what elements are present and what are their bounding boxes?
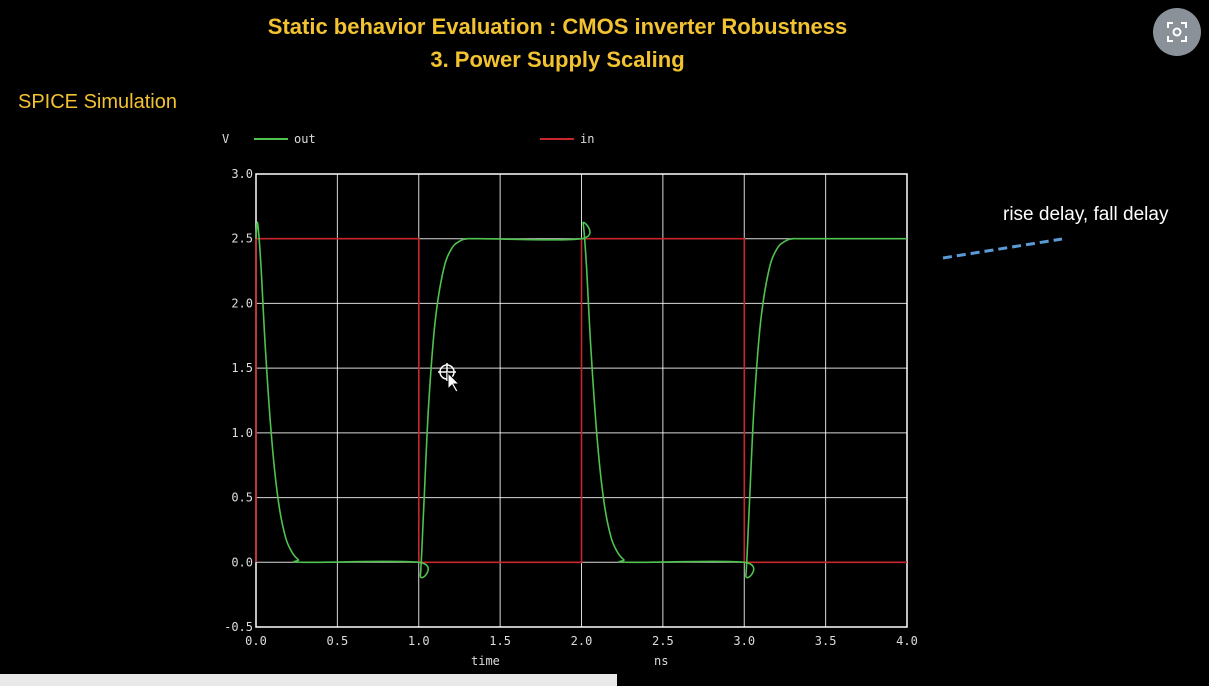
annotation-dashed-line — [943, 239, 1062, 258]
series-line-in — [256, 239, 907, 563]
legend-label-in: in — [580, 132, 594, 146]
x-tick-label: 4.0 — [896, 634, 918, 648]
move-cursor-icon — [438, 363, 459, 392]
y-tick-label: 1.5 — [231, 361, 253, 375]
y-tick-label: 2.0 — [231, 296, 253, 310]
y-tick-label: 1.0 — [231, 426, 253, 440]
x-tick-label: 0.0 — [245, 634, 267, 648]
x-tick-label: 2.5 — [652, 634, 674, 648]
delay-annotation: rise delay, fall delay — [1003, 204, 1168, 226]
x-axis-unit: ns — [654, 654, 668, 668]
x-tick-label: 3.0 — [733, 634, 755, 648]
plot-series — [256, 222, 907, 577]
x-tick-label: 0.5 — [327, 634, 349, 648]
y-tick-label: 2.5 — [231, 232, 253, 246]
y-tick-label: 0.5 — [231, 491, 253, 505]
y-tick-label: 3.0 — [231, 167, 253, 181]
plot-legend: V out in — [222, 132, 594, 146]
x-tick-label: 3.5 — [815, 634, 837, 648]
caption-bar — [0, 674, 617, 686]
y-axis-label: V — [222, 132, 229, 146]
y-tick-label: 0.0 — [231, 555, 253, 569]
x-axis-label: time — [471, 654, 500, 668]
y-tick-label: -0.5 — [224, 620, 253, 634]
x-tick-label: 1.0 — [408, 634, 430, 648]
legend-label-out: out — [294, 132, 316, 146]
x-tick-label: 1.5 — [489, 634, 511, 648]
x-tick-label: 2.0 — [571, 634, 593, 648]
